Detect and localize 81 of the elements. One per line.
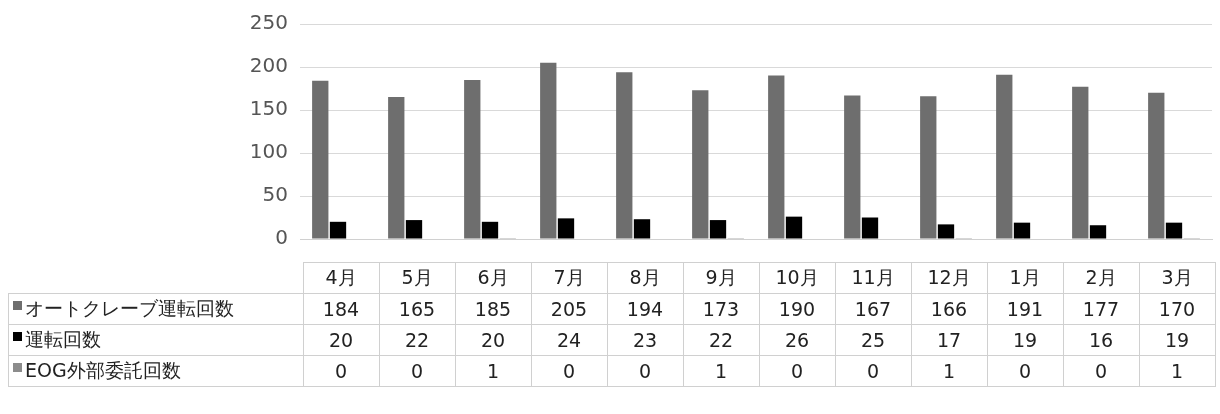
bar — [540, 62, 557, 239]
data-label: 17 — [911, 324, 987, 356]
bar — [861, 217, 879, 239]
bar — [1089, 225, 1107, 239]
x-tick-label: 4月 — [303, 262, 379, 294]
data-label: 1 — [455, 355, 531, 387]
data-label: 20 — [303, 324, 379, 356]
data-label: 191 — [987, 293, 1063, 325]
data-label: 22 — [683, 324, 759, 356]
bar — [557, 218, 575, 239]
bar — [937, 224, 955, 239]
data-label: 185 — [455, 293, 531, 325]
bar — [329, 221, 347, 239]
x-tick-label: 5月 — [379, 262, 455, 294]
data-label: 0 — [987, 355, 1063, 387]
bar — [616, 72, 633, 239]
bar — [1165, 222, 1183, 239]
data-label: 194 — [607, 293, 683, 325]
data-label: 177 — [1063, 293, 1139, 325]
bar — [481, 221, 499, 239]
data-label: 184 — [303, 293, 379, 325]
x-tick-label: 1月 — [987, 262, 1063, 294]
x-tick-label: 8月 — [607, 262, 683, 294]
data-label: 22 — [379, 324, 455, 356]
bar — [312, 80, 329, 239]
legend-label: オートクレーブ運転回数 — [25, 297, 234, 319]
bar — [768, 75, 785, 239]
data-label: 0 — [531, 355, 607, 387]
data-label: 1 — [911, 355, 987, 387]
bar — [844, 95, 861, 239]
data-label: 1 — [1139, 355, 1215, 387]
x-tick-label: 6月 — [455, 262, 531, 294]
data-label: 0 — [835, 355, 911, 387]
bar — [388, 97, 405, 239]
data-label: 205 — [531, 293, 607, 325]
x-tick-label: 10月 — [759, 262, 835, 294]
data-label: 19 — [1139, 324, 1215, 356]
x-tick-label: 12月 — [911, 262, 987, 294]
y-tick-label: 250 — [249, 10, 288, 35]
data-label: 0 — [759, 355, 835, 387]
bar — [1072, 86, 1089, 239]
bar — [709, 220, 727, 239]
bar — [1013, 222, 1031, 239]
data-label: 24 — [531, 324, 607, 356]
data-label: 0 — [607, 355, 683, 387]
x-tick-label: 7月 — [531, 262, 607, 294]
data-label: 170 — [1139, 293, 1215, 325]
bar — [996, 74, 1013, 239]
data-label: 20 — [455, 324, 531, 356]
data-label: 167 — [835, 293, 911, 325]
y-tick-label: 0 — [275, 225, 288, 250]
x-tick-label: 9月 — [683, 262, 759, 294]
bar — [785, 216, 803, 239]
data-label: 25 — [835, 324, 911, 356]
data-label: 165 — [379, 293, 455, 325]
x-tick-label: 11月 — [835, 262, 911, 294]
data-label: 0 — [303, 355, 379, 387]
bar — [633, 219, 651, 239]
y-tick-label: 150 — [249, 96, 288, 121]
bar — [464, 79, 481, 239]
x-tick-label: 3月 — [1139, 262, 1215, 294]
data-label: 26 — [759, 324, 835, 356]
bar — [920, 96, 937, 239]
bar — [692, 90, 709, 239]
data-label: 0 — [379, 355, 455, 387]
data-label: 19 — [987, 324, 1063, 356]
data-label: 166 — [911, 293, 987, 325]
data-label: 16 — [1063, 324, 1139, 356]
data-label: 0 — [1063, 355, 1139, 387]
x-tick-label: 2月 — [1063, 262, 1139, 294]
legend-label: EOG外部委託回数 — [25, 359, 181, 381]
data-label: 190 — [759, 293, 835, 325]
bar — [1148, 92, 1165, 239]
data-label: 1 — [683, 355, 759, 387]
bar — [405, 220, 423, 239]
y-tick-label: 100 — [249, 139, 288, 164]
data-label: 23 — [607, 324, 683, 356]
y-tick-label: 200 — [249, 53, 288, 78]
legend-label: 運転回数 — [25, 328, 101, 350]
y-tick-label: 50 — [262, 182, 288, 207]
data-label: 173 — [683, 293, 759, 325]
